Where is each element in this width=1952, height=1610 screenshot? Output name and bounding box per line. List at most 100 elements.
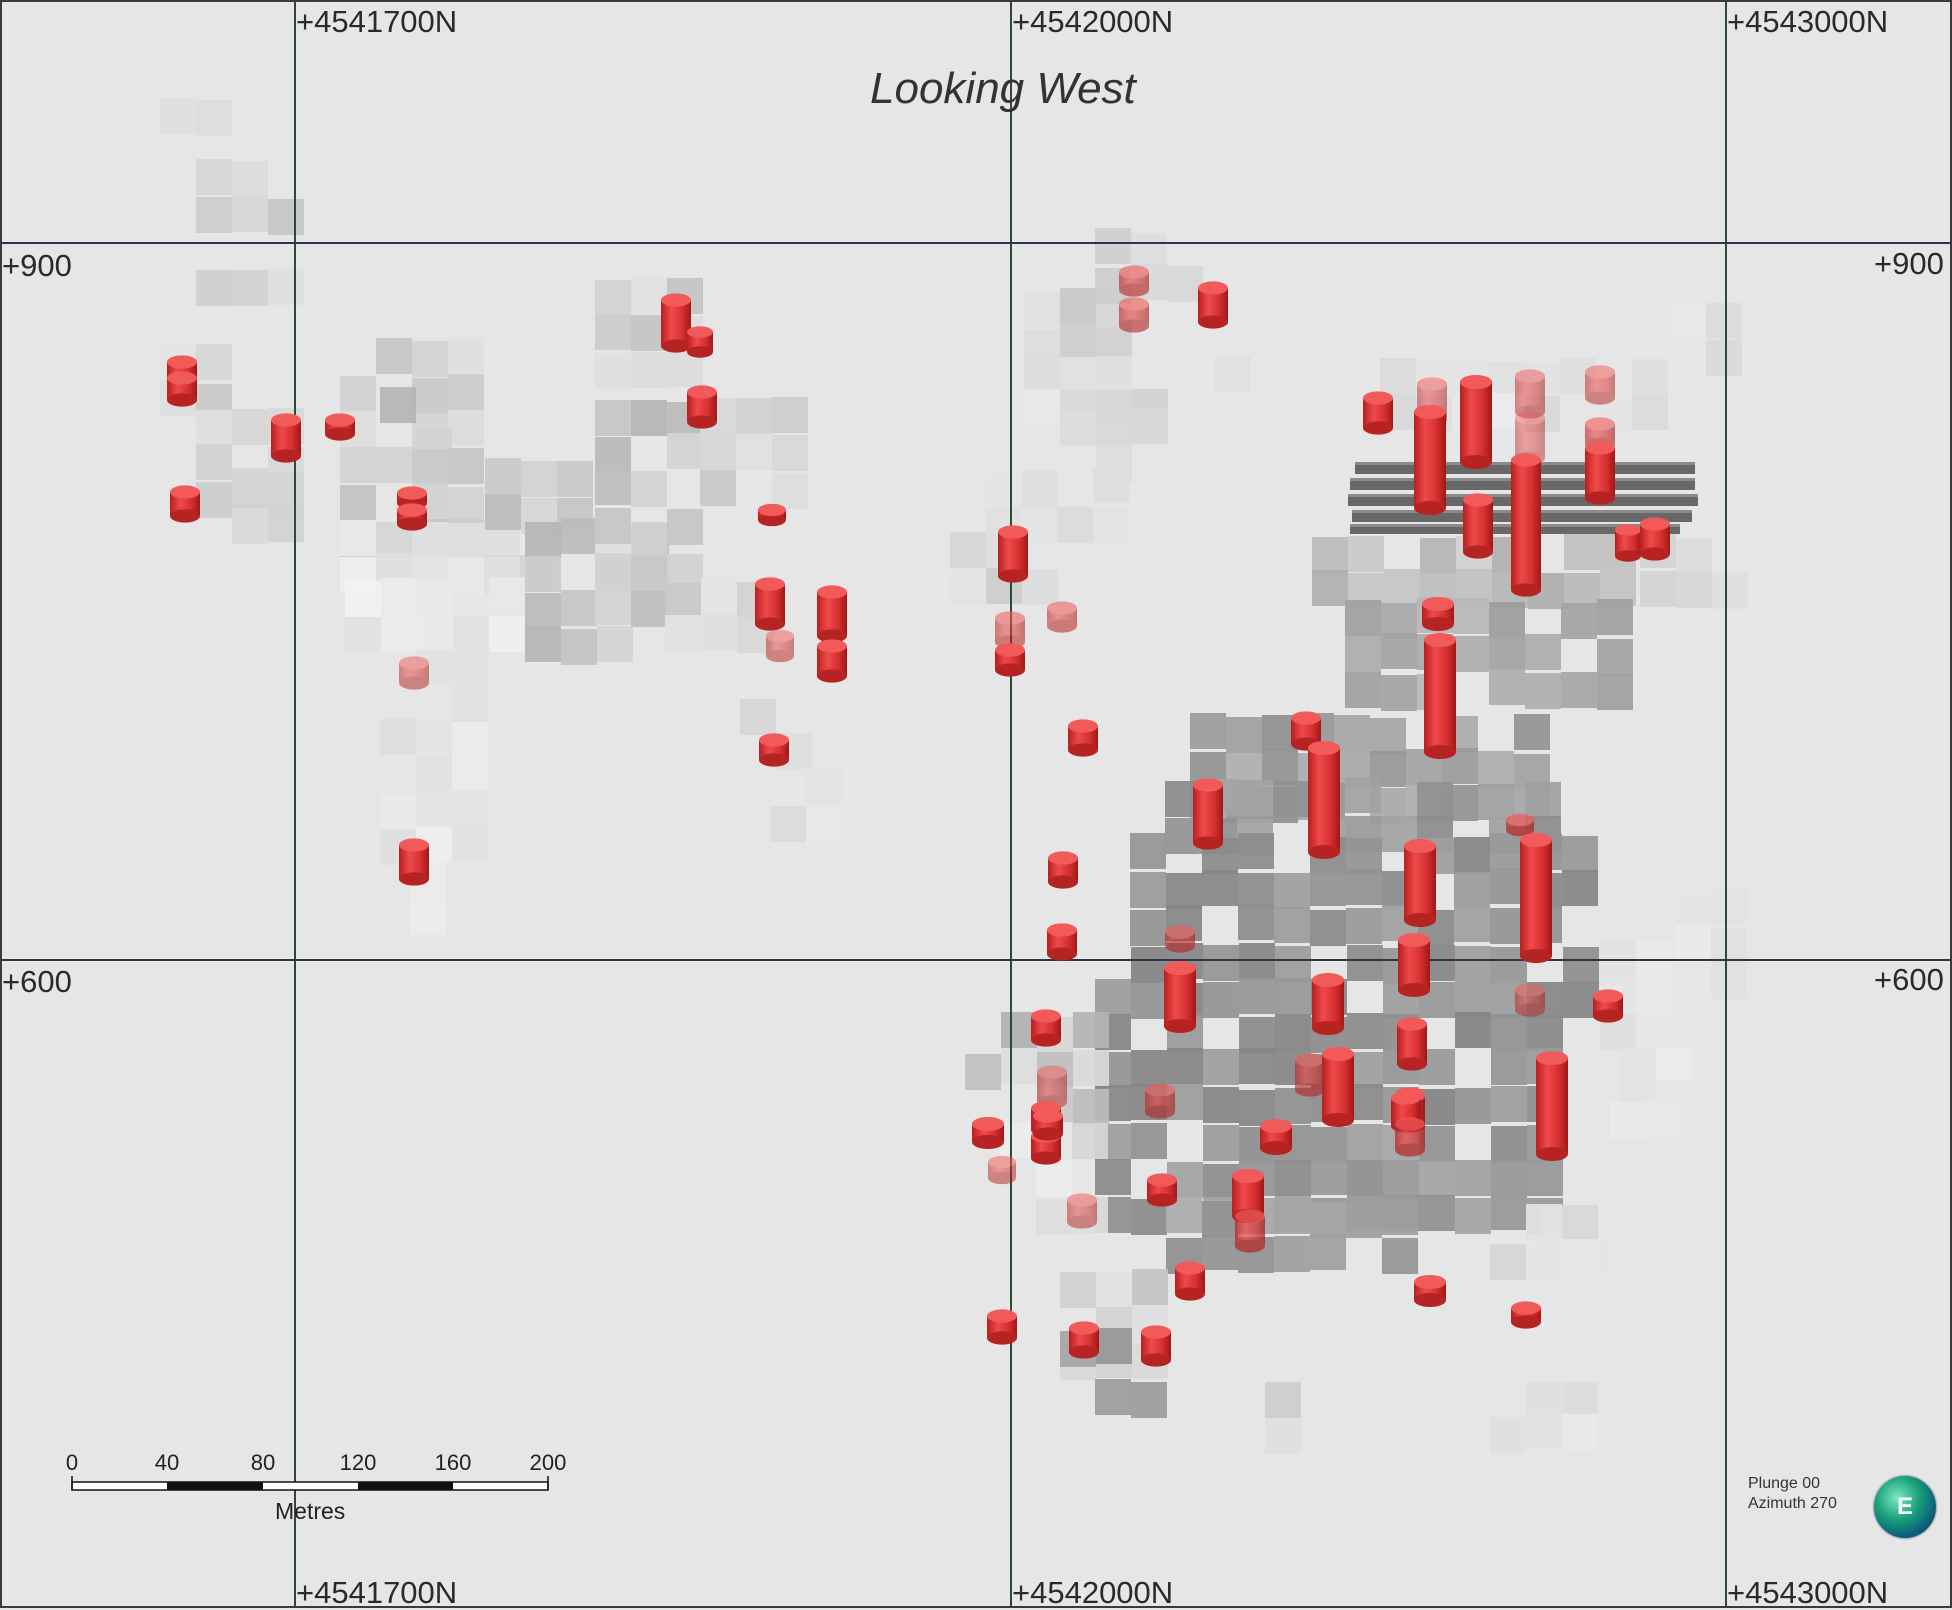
block-cell xyxy=(1381,633,1417,669)
northing-label-top-2: +4542000N xyxy=(1012,4,1174,39)
block-cell xyxy=(1202,1234,1238,1270)
block-cell xyxy=(1514,714,1550,750)
block-cell xyxy=(1060,324,1096,360)
block-cell xyxy=(1060,1272,1096,1308)
block-cell xyxy=(1203,982,1239,1018)
scale-tick-40: 40 xyxy=(154,1450,180,1475)
block-cell xyxy=(667,433,703,469)
block-cell xyxy=(1345,672,1381,708)
block-cell xyxy=(446,861,482,897)
block-cell xyxy=(1312,537,1348,573)
block-cell xyxy=(1130,872,1166,908)
block-cell xyxy=(1073,1050,1109,1086)
drillhole-cylinder xyxy=(1033,1109,1063,1141)
block-cell xyxy=(232,409,268,445)
drillhole-cylinder xyxy=(1119,297,1149,333)
block-cell xyxy=(595,469,631,505)
drillhole-cylinder xyxy=(1536,1050,1568,1162)
block-cell xyxy=(1478,784,1514,820)
drillhole-cylinder xyxy=(758,503,786,527)
block-cell xyxy=(1311,1127,1347,1163)
block-cell xyxy=(1095,979,1131,1015)
block-cell xyxy=(1632,394,1668,430)
block-cell xyxy=(1525,634,1561,670)
block-cell xyxy=(1131,1123,1167,1159)
block-cell xyxy=(1490,1379,1526,1415)
block-cell xyxy=(1478,751,1514,787)
block-cell xyxy=(1060,288,1096,324)
plunge-label: Plunge 00 xyxy=(1748,1475,1821,1492)
block-cell xyxy=(1454,837,1490,873)
block-cell xyxy=(1489,669,1525,705)
block-cell xyxy=(1527,1160,1563,1196)
drillhole-cylinder xyxy=(1291,711,1321,751)
block-cell xyxy=(416,795,452,831)
block-cell xyxy=(1131,947,1167,983)
block-cell xyxy=(1167,1048,1203,1084)
block-cell xyxy=(1238,873,1274,909)
drillhole-cylinder xyxy=(399,838,429,886)
drillhole-cylinder xyxy=(167,371,197,407)
block-cell xyxy=(232,468,268,504)
block-cell xyxy=(196,270,232,306)
block-cell xyxy=(1632,359,1668,395)
scale-tick-200: 200 xyxy=(529,1450,567,1475)
block-cell xyxy=(1131,1382,1167,1418)
block-cell xyxy=(1382,1199,1418,1235)
drillhole-cylinder xyxy=(1193,778,1223,850)
block-cell xyxy=(1656,1047,1692,1083)
block-cell xyxy=(380,794,416,830)
block-cell xyxy=(700,434,736,470)
block-cell xyxy=(452,826,488,862)
block-cell xyxy=(525,556,561,592)
block-cell xyxy=(1347,1124,1383,1160)
block-cell xyxy=(1239,1048,1275,1084)
block-cell xyxy=(772,397,808,433)
block-cell xyxy=(381,615,417,651)
block-cell xyxy=(196,482,232,518)
block-cell xyxy=(1712,573,1748,609)
block-cell xyxy=(631,555,667,591)
drillhole-cylinder xyxy=(1119,265,1149,297)
block-cell xyxy=(1334,715,1370,751)
block-cell xyxy=(525,593,561,629)
drillhole-cylinder xyxy=(397,503,427,531)
block-cell xyxy=(345,581,381,617)
block-cell xyxy=(1561,603,1597,639)
block-cell xyxy=(595,437,631,473)
block-cell xyxy=(448,337,484,373)
block-model-cells xyxy=(160,98,1748,1454)
block-cell xyxy=(1347,945,1383,981)
block-cell xyxy=(1237,780,1273,816)
drillhole-cylinder xyxy=(1585,441,1615,505)
block-cell xyxy=(1131,983,1167,1019)
block-cell xyxy=(1491,1159,1527,1195)
block-cell xyxy=(1525,673,1561,709)
drillhole-cylinder xyxy=(817,585,847,643)
block-cell xyxy=(1203,1125,1239,1161)
block-cell xyxy=(1001,1048,1037,1084)
block-cell xyxy=(1675,924,1711,960)
block-cell xyxy=(340,520,376,556)
block-cell xyxy=(1036,1160,1072,1196)
block-cell xyxy=(1597,599,1633,635)
drillhole-cylinder xyxy=(1398,932,1430,998)
block-cell xyxy=(1021,471,1057,507)
block-cell xyxy=(1072,1123,1108,1159)
block-cell xyxy=(196,410,232,446)
drillhole-cylinder xyxy=(988,1155,1016,1185)
drillhole-cylinder xyxy=(1295,1053,1325,1097)
drillhole-cylinder xyxy=(1047,601,1077,633)
block-cell xyxy=(1636,1012,1672,1048)
block-cell xyxy=(1346,838,1382,874)
block-cell xyxy=(1274,1198,1310,1234)
block-cell xyxy=(489,616,525,652)
drillhole-cylinder xyxy=(687,326,713,358)
block-cell xyxy=(1131,1050,1167,1086)
scale-bar: 0 40 80 120 160 200 Metres xyxy=(60,1450,580,1530)
block-cell xyxy=(1454,906,1490,942)
block-cell xyxy=(1275,1014,1311,1050)
drillhole-cylinder xyxy=(1585,365,1615,405)
block-cell xyxy=(340,376,376,412)
block-cell xyxy=(1346,1202,1382,1238)
